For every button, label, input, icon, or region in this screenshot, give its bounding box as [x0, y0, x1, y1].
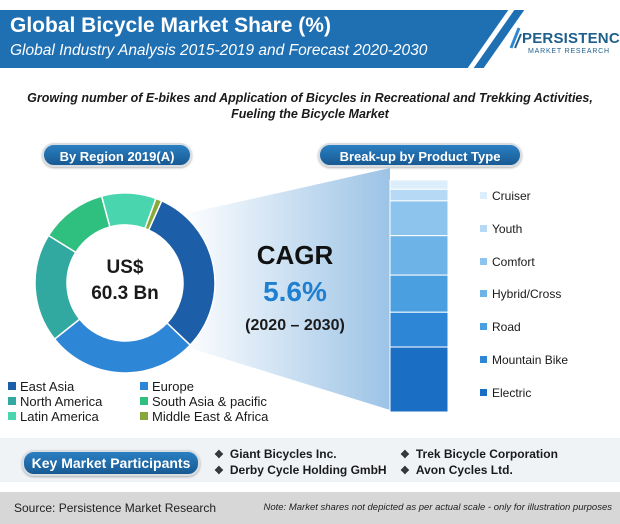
tagline: Growing number of E-bikes and Applicatio… — [0, 90, 620, 122]
header-banner: Global Bicycle Market Share (%) Global I… — [0, 0, 620, 82]
legend-swatch — [480, 192, 487, 199]
region-legend-item: East Asia — [8, 380, 74, 394]
tagline-line-2: Fueling the Bicycle Market — [231, 107, 389, 121]
participant-item: ❖ Trek Bicycle Corporation — [400, 447, 558, 461]
product-legend-item: Road — [480, 320, 521, 334]
bar-segment-hybrid-cross — [389, 235, 449, 276]
legend-label: Europe — [152, 379, 194, 394]
legend-label: Electric — [492, 385, 532, 400]
region-legend-item: Latin America — [8, 410, 99, 424]
legend-label: East Asia — [20, 379, 75, 394]
bar-segment-electric — [389, 346, 449, 413]
region-legend-item: Europe — [140, 380, 194, 394]
tagline-line-1: Growing number of E-bikes and Applicatio… — [27, 91, 593, 105]
footnote-text: Note: Market shares not depicted as per … — [263, 502, 612, 513]
legend-label: Comfort — [492, 254, 535, 269]
legend-label: Cruiser — [492, 189, 531, 203]
donut-slice-middle-east-africa — [144, 197, 163, 232]
product-heading: Break-up by Product Type — [318, 143, 522, 167]
product-legend-item: Hybrid/Cross — [480, 287, 561, 301]
cagr-value: 5.6% — [263, 276, 327, 307]
legend-swatch — [8, 412, 16, 420]
cagr-label: CAGR — [256, 240, 334, 270]
region-donut-chart — [34, 192, 216, 374]
legend-label: Road — [492, 320, 521, 335]
legend-swatch — [140, 382, 148, 390]
legend-swatch — [480, 257, 487, 265]
legend-label: Mountain Bike — [492, 353, 569, 367]
legend-label: North America — [20, 394, 103, 409]
participant-item: ❖ Derby Cycle Holding GmbH — [214, 463, 387, 477]
product-legend-item: Electric — [480, 386, 531, 400]
product-legend-item: Mountain Bike — [480, 353, 568, 367]
bar-segment-road — [389, 274, 449, 313]
projection-beam — [180, 168, 390, 410]
diamond-bullet-icon: ❖ — [400, 449, 410, 461]
legend-swatch — [480, 323, 487, 331]
participants-heading: Key Market Participants — [22, 450, 200, 476]
legend-swatch — [480, 388, 487, 396]
diamond-bullet-icon: ❖ — [400, 465, 410, 477]
participant-item: ❖ Avon Cycles Ltd. — [400, 463, 513, 477]
legend-swatch — [480, 224, 487, 232]
diamond-bullet-icon: ❖ — [214, 449, 224, 461]
product-legend-item: Cruiser — [480, 189, 531, 203]
bar-segment-comfort — [389, 200, 449, 237]
product-stacked-bar — [389, 179, 449, 413]
bar-segment-mountain-bike — [389, 311, 449, 348]
bar-segment-youth — [389, 188, 449, 202]
legend-label: Latin America — [20, 409, 99, 424]
region-legend-item: Middle East & Africa — [140, 410, 268, 424]
logo-arrow-icon — [509, 27, 522, 49]
legend-swatch — [140, 412, 148, 420]
chart-title: Global Bicycle Market Share (%) — [10, 14, 331, 37]
market-size-currency: US$ — [106, 257, 144, 278]
diamond-bullet-icon: ❖ — [214, 465, 224, 477]
market-size-value: 60.3 Bn — [91, 283, 159, 304]
legend-swatch — [8, 382, 16, 390]
logo-name: PERSISTENCE — [522, 30, 620, 47]
legend-swatch — [140, 397, 148, 405]
legend-swatch — [480, 356, 487, 363]
title-band — [0, 10, 500, 68]
donut-hole — [68, 226, 182, 340]
participant-item: ❖ Giant Bicycles Inc. — [214, 447, 337, 461]
legend-label: Youth — [492, 221, 523, 236]
region-legend-item: North America — [8, 395, 102, 409]
region-legend-item: South Asia & pacific — [140, 395, 267, 409]
legend-label: South Asia & pacific — [152, 394, 267, 409]
product-legend-item: Comfort — [480, 255, 535, 269]
region-heading: By Region 2019(A) — [42, 143, 192, 167]
footer: Source: Persistence Market Research Note… — [0, 492, 620, 524]
legend-label: Middle East & Africa — [152, 409, 269, 424]
cagr-period: (2020 – 2030) — [245, 317, 345, 334]
legend-swatch — [480, 290, 487, 298]
legend-swatch — [8, 397, 16, 405]
chart-subtitle: Global Industry Analysis 2015-2019 and F… — [10, 42, 428, 59]
persistence-logo: PERSISTENCE MARKET RESEARCH — [508, 20, 620, 70]
bar-segment-cruiser — [389, 179, 449, 190]
source-text: Source: Persistence Market Research — [14, 501, 217, 515]
logo-subtitle: MARKET RESEARCH — [528, 48, 610, 55]
product-legend-item: Youth — [480, 222, 522, 236]
legend-label: Hybrid/Cross — [492, 287, 562, 302]
chart-canvas — [34, 168, 449, 413]
